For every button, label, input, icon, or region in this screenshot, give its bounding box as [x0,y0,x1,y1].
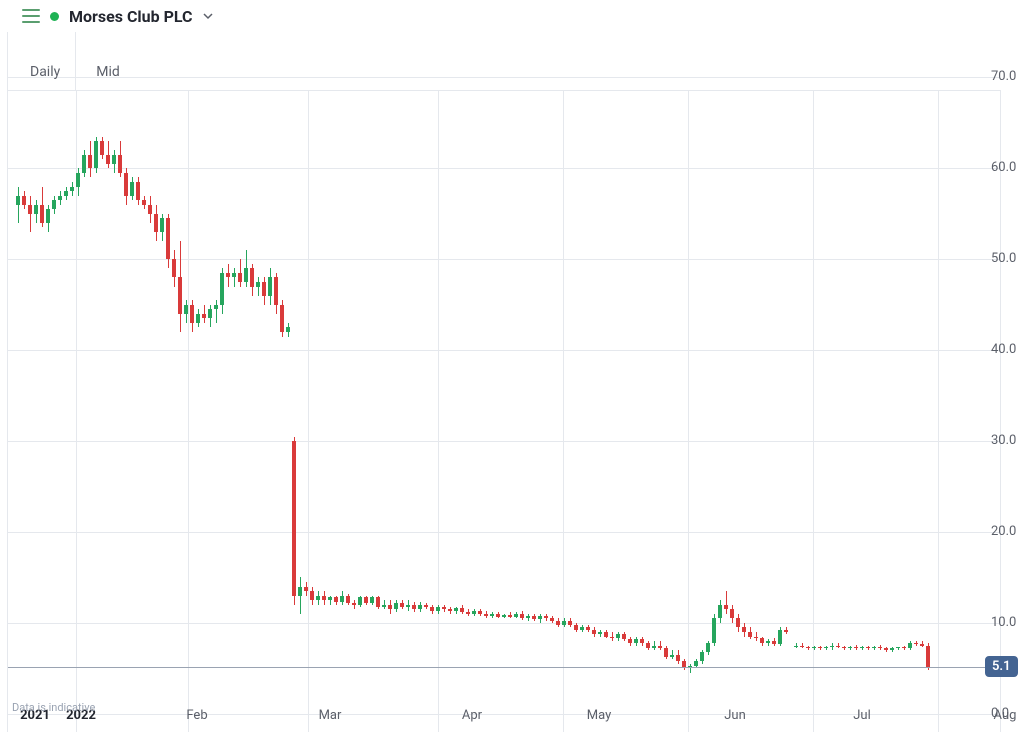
gridline-h [8,623,1000,624]
y-axis-label: 70.0 [991,69,1031,84]
y-axis-label: 60.0 [991,160,1031,175]
chevron-down-icon[interactable] [203,11,213,21]
gridline-v [188,90,189,732]
chart-tabs: Daily Mid [12,56,138,88]
x-axis-label: May [587,708,611,723]
x-axis-label: Feb [186,708,207,723]
y-axis-label: 40.0 [991,342,1031,357]
gridline-h [8,168,1000,169]
y-axis-label: 10.0 [991,615,1031,630]
gridline-v [438,90,439,732]
gridline-v [563,90,564,732]
menu-icon[interactable] [22,9,40,23]
chart-area[interactable] [7,32,1000,732]
y-axis-label: 30.0 [991,433,1031,448]
gridline-h [8,77,1000,78]
x-axis-label: Jun [724,708,746,723]
x-axis-label: Jul [853,708,871,723]
gridline-h [8,441,1000,442]
x-axis-label: Mar [319,708,342,723]
gridline-h [8,90,1000,91]
status-dot-icon [50,12,59,21]
tab-daily[interactable]: Daily [12,56,78,88]
gridline-h [8,259,1000,260]
gridline-h [8,532,1000,533]
gridline-v [688,90,689,732]
tab-mid[interactable]: Mid [78,56,138,88]
instrument-title[interactable]: Morses Club PLC [69,7,193,26]
gridline-v [1000,90,1001,732]
footer-note: Data is indicative [12,701,95,714]
current-price-badge: 5.1 [985,656,1018,677]
current-price-line [8,667,1000,668]
gridline-v [308,90,309,732]
chart-window: Morses Club PLC Daily Mid 0.010.020.030.… [0,0,1033,752]
gridline-v [813,90,814,732]
y-axis-label: 50.0 [991,251,1031,266]
x-axis-label: Apr [462,708,482,723]
header: Morses Club PLC [0,0,1033,32]
gridline-h [8,350,1000,351]
y-axis-label: 20.0 [991,524,1031,539]
gridline-h [8,714,1000,715]
x-axis-label: Aug [994,708,1017,723]
gridline-v [938,90,939,732]
